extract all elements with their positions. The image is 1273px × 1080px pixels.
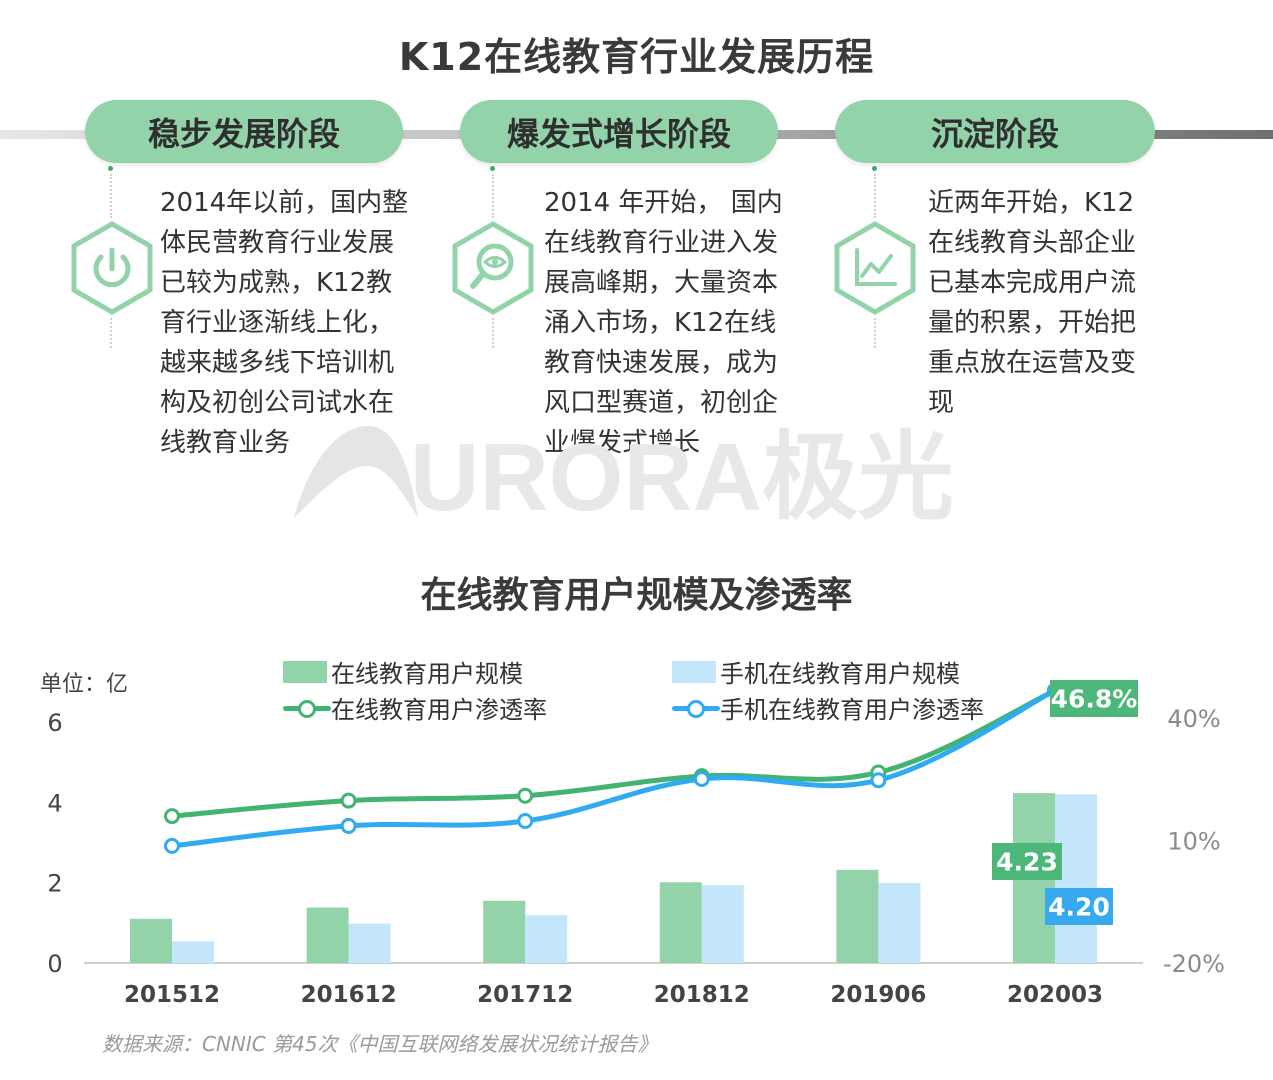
legend-item-online-users: 在线教育用户规模 [283,654,523,689]
stage-dot [490,166,495,171]
bar-mobile-users [348,923,391,963]
marker-online-rate [164,808,180,825]
stage-dot [108,166,113,171]
line-online-rate [169,687,1058,819]
legend-item-online-rate: 在线教育用户渗透率 [283,690,547,725]
data-label-online-users: 4.23 [996,848,1058,877]
marker-mobile-rate [340,817,357,834]
legend-item-mobile-users: 手机在线教育用户规模 [672,654,960,689]
bar-mobile-users [525,915,568,963]
marker-online-rate [517,787,534,804]
left-axis-tick-label: 6 [47,709,62,737]
bar-online-users [130,918,172,963]
marker-mobile-rate [517,813,534,830]
right-axis-tick-label: 10% [1167,828,1220,856]
stage-connector [874,174,876,218]
x-axis-tick-label: 201612 [301,982,397,1008]
stage-connector [492,174,494,218]
bar-online-users [836,869,879,963]
legend-label: 手机在线教育用户规模 [720,660,960,688]
stage-connector [874,318,876,348]
marker-mobile-rate [870,772,887,789]
stage-pill-stable: 稳步发展阶段 [85,100,403,163]
power-icon [71,221,153,315]
bar-online-users [306,907,349,963]
stage-connector [110,174,112,218]
legend-label: 手机在线教育用户渗透率 [720,696,984,724]
legend-swatch [672,660,716,683]
line-mobile-rate [169,687,1058,849]
data-label-rate: 46.8% [1051,685,1138,714]
marker-mobile-rate [693,770,710,787]
bar-online-users [483,900,526,963]
data-label-mobile-users: 4.20 [1048,893,1110,922]
legend-swatch [283,697,331,719]
data-label-rate-box [1050,680,1138,717]
stage-description: 2014 年开始， 国内 在线教育行业进入发 展高峰期，大量资本 涌入市场，K1… [544,188,783,458]
stage-connector [110,318,112,348]
bar-online-users [659,882,702,963]
legend-swatch [283,660,327,683]
bar-mobile-users [701,885,744,963]
right-axis-tick-label: -20% [1163,950,1225,978]
svg-text:URORA极光: URORA极光 [410,424,954,528]
chart-title: 在线教育用户规模及渗透率 [420,575,853,616]
bar-mobile-users [878,883,921,963]
x-axis-tick-label: 202003 [1007,982,1103,1008]
data-label-online-users-box [992,843,1062,880]
aurora-watermark-logo: URORA极光 [294,424,954,528]
x-axis-tick-label: 201512 [124,982,220,1008]
legend-swatch [672,697,720,719]
data-label-mobile-users-box [1045,888,1113,925]
marker-online-rate [340,792,357,809]
source-note: 数据来源：CNNIC 第45次《中国互联网络发展状况统计报告》 [102,1032,658,1056]
stage-description: 近两年开始，K12 在线教育头部企业 已基本完成用户流 量的积累，开始把 重点放… [928,188,1137,418]
x-axis-tick-label: 201712 [477,982,573,1008]
bar-mobile-users [172,941,214,963]
unit-label: 单位：亿 [40,672,129,697]
x-axis-tick-label: 201812 [654,982,750,1008]
left-axis-tick-label: 4 [47,789,62,817]
x-axis-tick-label: 201906 [830,982,926,1008]
stage-connector [492,318,494,348]
page-title: K12在线教育行业发展历程 [398,35,875,79]
legend-label: 在线教育用户规模 [331,660,523,688]
left-axis-tick-label: 0 [47,950,62,978]
right-axis-tick-label: 40% [1167,705,1220,733]
left-axis-tick-label: 2 [47,870,62,898]
magnifier-eye-icon [452,221,534,315]
legend-item-mobile-rate: 手机在线教育用户渗透率 [672,690,984,725]
stage-description: 2014年以前，国内整 体民营教育行业发展 已较为成熟，K12教 育行业逐渐线上… [160,188,409,458]
stage-pill-settled: 沉淀阶段 [835,100,1155,163]
stage-pill-explosive: 爆发式增长阶段 [460,100,778,163]
stage-dot [872,166,877,171]
legend-label: 在线教育用户渗透率 [331,696,547,724]
trend-chart-icon [834,221,916,315]
marker-mobile-rate [164,837,180,854]
